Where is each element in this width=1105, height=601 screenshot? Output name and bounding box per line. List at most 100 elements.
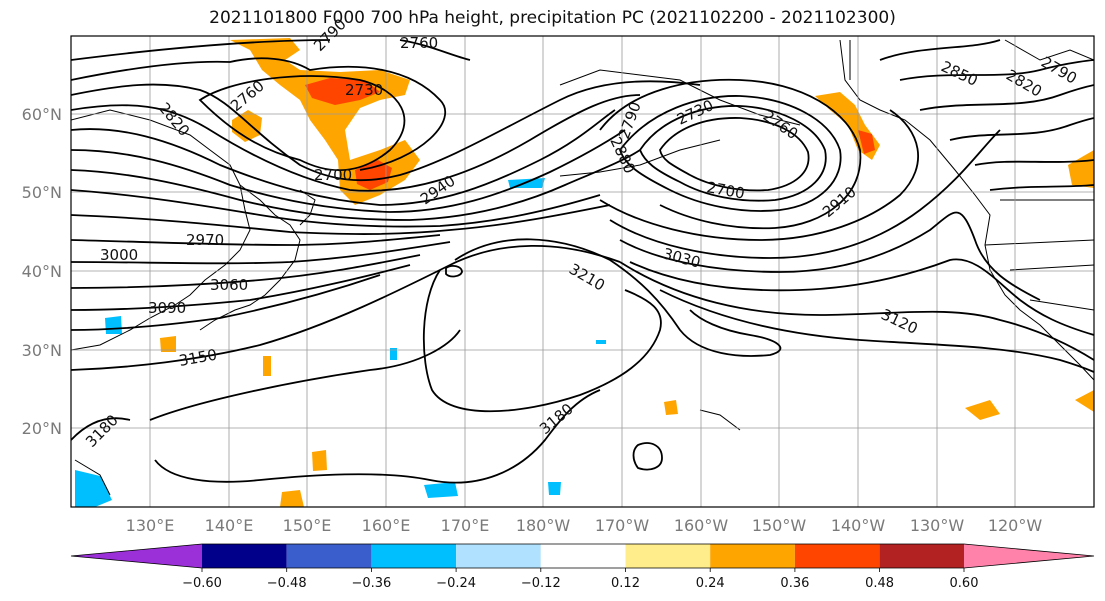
contour-label: 2730 [345, 81, 383, 99]
contour-line [71, 241, 451, 265]
contour-line [71, 417, 131, 441]
colorbar-tick: −0.36 [351, 576, 391, 591]
lon-label: 150°W [752, 516, 807, 535]
contour-line [974, 159, 1094, 166]
lon-label: 120°W [988, 516, 1043, 535]
contour-line [659, 289, 1094, 373]
contour-line [198, 75, 406, 172]
map-area [71, 36, 1094, 507]
contour-line [609, 129, 1001, 259]
lon-label: 130°E [126, 516, 175, 535]
lat-label: 20°N [22, 419, 62, 438]
contour-line [599, 109, 919, 241]
lon-label: 140°W [831, 516, 886, 535]
colorbar-tick: −0.24 [436, 576, 476, 591]
precip-area [596, 340, 606, 344]
precip-area [312, 450, 327, 471]
contour-line [632, 442, 663, 471]
colorbar-tick: 0.24 [696, 576, 725, 591]
contour-label: 2700 [314, 166, 352, 184]
lon-label: 160°E [362, 516, 411, 535]
colorbar-segment [71, 544, 202, 568]
contour-labels: 2790 2760 2760 2730 2820 2790 2730 2760 … [82, 15, 1080, 451]
colorbar-segment [202, 544, 287, 568]
lat-label: 40°N [22, 262, 62, 281]
colorbar-segment [879, 544, 964, 568]
colorbar-tick: −0.60 [182, 576, 222, 591]
coastlines [71, 39, 1094, 496]
contour-line [71, 109, 616, 206]
contour-label: 3150 [178, 346, 219, 370]
colorbar-segment [964, 544, 1094, 568]
precip-area [263, 356, 271, 376]
contour-label: 2700 [705, 178, 746, 202]
precip-area [424, 482, 458, 498]
contour-label: 2910 [819, 183, 860, 221]
contour-line [71, 264, 411, 311]
contour-line [618, 95, 842, 212]
colorbar-segment [456, 544, 541, 568]
colorbar-tick: 0.48 [865, 576, 894, 591]
colorbar-segment [710, 544, 795, 568]
contour-line [149, 329, 461, 421]
contour-line [71, 254, 421, 289]
lon-label: 170°E [441, 516, 490, 535]
precip-shading [75, 38, 1094, 507]
contour-line [599, 78, 862, 230]
precip-area [664, 400, 678, 415]
contour-line [619, 211, 1041, 301]
colorbar-segment [794, 544, 880, 568]
lon-label: 180°W [516, 516, 571, 535]
contour-line [629, 258, 1094, 336]
colorbar-tick: −0.48 [267, 576, 307, 591]
precip-area [355, 160, 392, 190]
precip-area [105, 316, 122, 334]
contour-label: 2760 [760, 107, 802, 144]
lat-label: 30°N [22, 341, 62, 360]
lon-label: 140°E [205, 516, 254, 535]
contour-line [71, 39, 331, 61]
contour-label: 3180 [82, 411, 122, 451]
height-contours [71, 39, 1094, 484]
contour-line [71, 189, 601, 228]
contour-label: 2760 [400, 34, 438, 52]
colorbar-segment [540, 544, 626, 568]
contour-line [879, 39, 1001, 61]
contour-line [154, 389, 601, 484]
precip-area [160, 336, 176, 352]
colorbar: −0.60 −0.48 −0.36 −0.24 −0.12 0.12 0.24 … [70, 543, 1095, 591]
lon-label: 170°W [595, 516, 650, 535]
contour-line [71, 57, 447, 171]
precip-area [858, 130, 875, 154]
contour-line [71, 204, 611, 235]
contour-line [399, 39, 471, 61]
colorbar-tick: 0.60 [950, 576, 979, 591]
contour-label: 2790 [1038, 53, 1080, 88]
lon-label: 150°E [283, 516, 332, 535]
map-title: 2021101800 F000 700 hPa height, precipit… [209, 8, 896, 28]
colorbar-tick: 0.12 [611, 576, 640, 591]
contour-line [899, 59, 1094, 81]
contour-label: 3000 [100, 246, 138, 264]
map-frame [70, 35, 1095, 508]
contour-line [949, 117, 1094, 141]
contour-line [422, 269, 662, 413]
contour-label: 3060 [210, 276, 248, 294]
lat-label: 50°N [22, 183, 62, 202]
contour-line [638, 105, 827, 202]
contour-label: 3120 [878, 305, 920, 337]
contour-line [71, 129, 626, 213]
precip-area [1068, 150, 1094, 188]
contour-label: 3090 [148, 299, 186, 317]
contour-label: 2970 [186, 231, 224, 249]
contour-line [71, 234, 441, 246]
contour-line [989, 184, 1094, 191]
contour-label: 3030 [661, 244, 703, 271]
contour-label: 2790 [310, 15, 350, 55]
contour-label: 3210 [566, 260, 608, 295]
contour-line [71, 94, 641, 192]
colorbar-segment [625, 544, 711, 568]
precip-area [75, 470, 112, 507]
contour-line [445, 265, 463, 278]
